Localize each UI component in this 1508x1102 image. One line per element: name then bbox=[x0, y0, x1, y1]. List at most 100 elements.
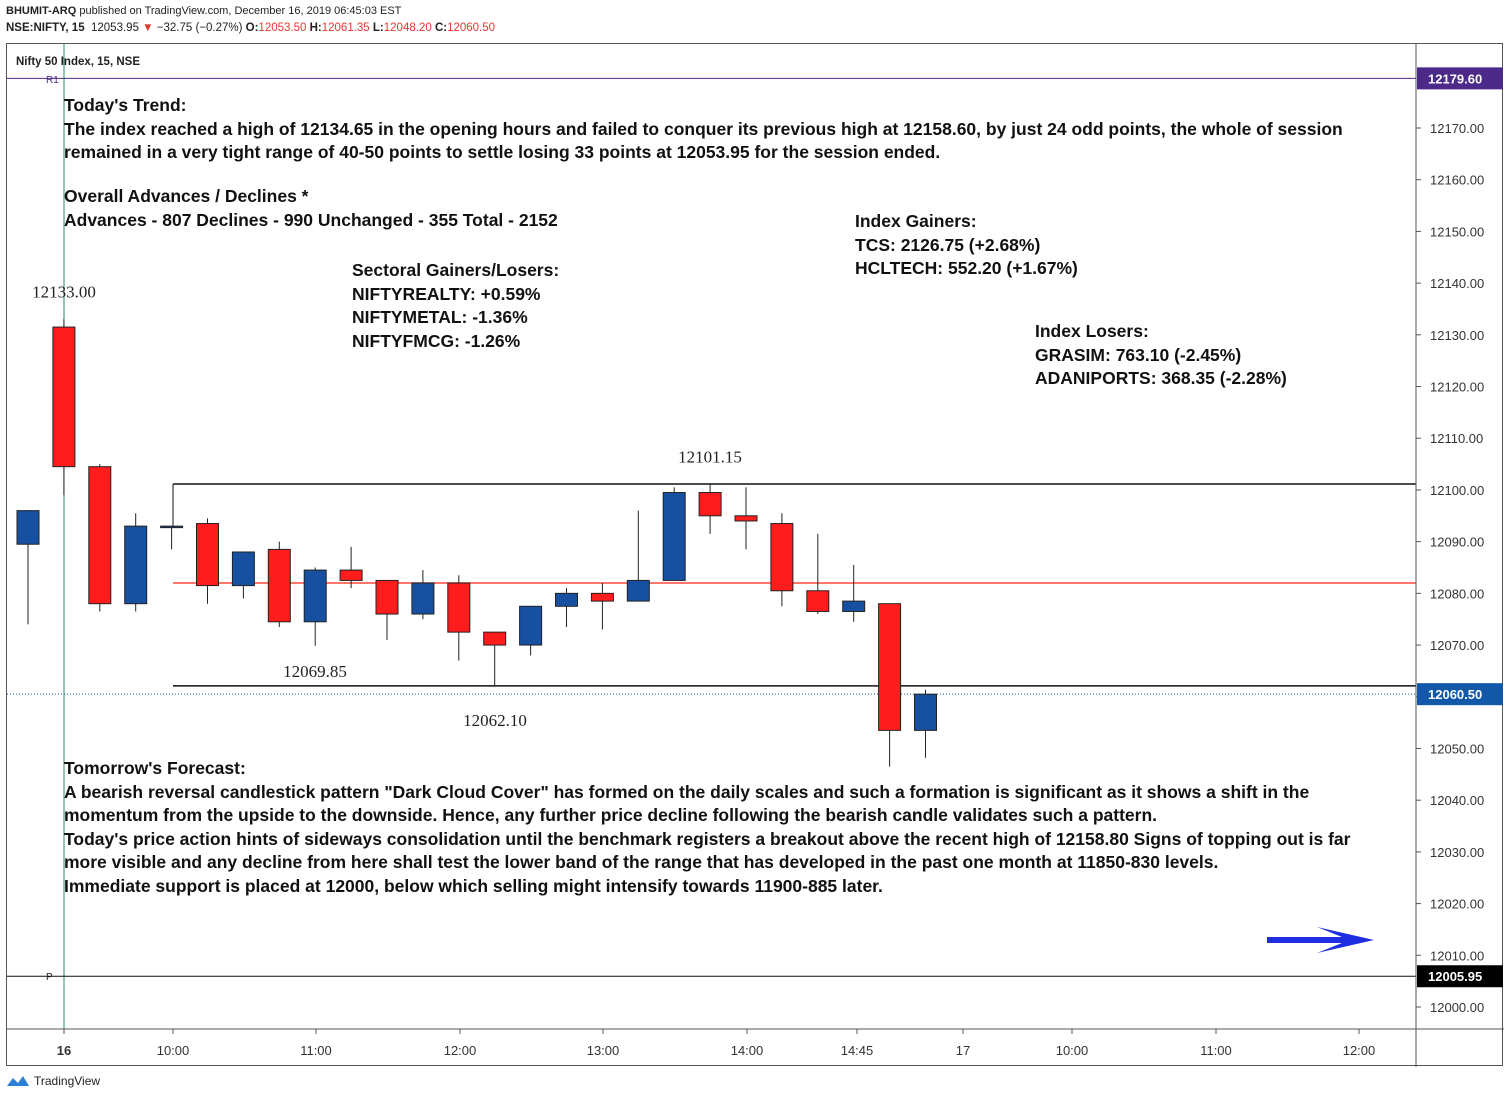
sectoral-title: Sectoral Gainers/Losers: bbox=[352, 260, 560, 280]
candle[interactable] bbox=[411, 570, 435, 620]
candle[interactable] bbox=[555, 588, 578, 627]
last-price-tag bbox=[1417, 683, 1503, 706]
y-tick-label: 12170.00 bbox=[1430, 121, 1484, 136]
candle-body-down bbox=[483, 631, 507, 646]
y-tick-label: 12130.00 bbox=[1430, 328, 1484, 343]
trend-section: Today's Trend: The index reached a high … bbox=[64, 94, 1364, 165]
candle[interactable] bbox=[914, 689, 937, 758]
chart-panel[interactable]: 12133.00 12101.15 12069.85 12062.10 12000.0… bbox=[6, 43, 1504, 1067]
candle[interactable] bbox=[231, 551, 255, 599]
y-tick-label: 12050.00 bbox=[1430, 741, 1484, 756]
candle-body-down bbox=[878, 603, 902, 731]
losers-title: Index Losers: bbox=[1035, 321, 1149, 341]
candle[interactable] bbox=[806, 533, 830, 615]
high-label: H: bbox=[309, 22, 322, 34]
candle[interactable] bbox=[519, 605, 543, 656]
candle[interactable] bbox=[483, 631, 507, 686]
candle[interactable] bbox=[303, 567, 327, 646]
candle[interactable] bbox=[52, 319, 76, 496]
x-tick-label: 17 bbox=[956, 1043, 970, 1058]
candle[interactable] bbox=[447, 575, 471, 661]
y-tick-label: 12160.00 bbox=[1430, 173, 1484, 188]
candle[interactable] bbox=[842, 564, 866, 622]
right-arrow-icon bbox=[1267, 927, 1374, 953]
candle-body-up bbox=[411, 582, 435, 615]
y-tick-label: 12080.00 bbox=[1430, 586, 1484, 601]
gainer-item: HCLTECH: 552.20 (+1.67%) bbox=[855, 258, 1078, 278]
candle[interactable] bbox=[698, 483, 722, 534]
tradingview-logo-icon bbox=[7, 1076, 29, 1086]
forecast-paragraph: A bearish reversal candlestick pattern "… bbox=[64, 781, 1315, 826]
forecast-paragraph: Immediate support is placed at 12000, be… bbox=[64, 875, 883, 896]
candle[interactable] bbox=[160, 525, 184, 550]
y-tick-label: 12120.00 bbox=[1430, 380, 1484, 395]
x-tick-label: 16 bbox=[57, 1043, 71, 1058]
ohlc-header: NSE:NIFTY, 15 12053.95 ▼ −32.75 (−0.27%)… bbox=[6, 22, 495, 34]
candle[interactable] bbox=[196, 518, 219, 604]
candle-body-down bbox=[267, 548, 291, 623]
candle-body-up bbox=[231, 551, 255, 587]
last-price-tag-text: 12060.50 bbox=[1428, 687, 1482, 702]
candle-body-up bbox=[626, 579, 650, 602]
sectoral-section: Sectoral Gainers/Losers: NIFTYREALTY: +0… bbox=[352, 259, 652, 353]
y-tick-label: 12150.00 bbox=[1430, 224, 1484, 239]
forecast-title: Tomorrow's Forecast: bbox=[64, 758, 246, 778]
candle[interactable] bbox=[88, 464, 112, 612]
y-tick-label: 12030.00 bbox=[1430, 845, 1484, 860]
forecast-section: Tomorrow's Forecast: A bearish reversal … bbox=[64, 757, 1374, 898]
candle[interactable] bbox=[626, 510, 650, 602]
candle-body-up bbox=[160, 525, 184, 529]
candle[interactable] bbox=[375, 579, 399, 640]
price-annotation: 12062.10 bbox=[463, 711, 527, 730]
advances-body: Advances - 807 Declines - 990 Unchanged … bbox=[64, 209, 558, 230]
x-tick-label: 12:00 bbox=[1343, 1043, 1376, 1058]
x-tick-label: 11:00 bbox=[300, 1043, 332, 1058]
low-label: L: bbox=[372, 22, 384, 34]
advances-section: Overall Advances / Declines * Advances -… bbox=[64, 185, 764, 232]
pivot-label: P bbox=[46, 972, 53, 983]
losers-section: Index Losers: GRASIM: 763.10 (-2.45%) AD… bbox=[1035, 320, 1365, 391]
y-tick-label: 12020.00 bbox=[1430, 897, 1484, 912]
footer-brand: TradingView bbox=[34, 1074, 101, 1088]
candle[interactable] bbox=[339, 546, 363, 589]
candle-body-up bbox=[519, 605, 543, 646]
candle[interactable] bbox=[662, 487, 686, 581]
y-tick-label: 12070.00 bbox=[1430, 638, 1484, 653]
candle[interactable] bbox=[878, 603, 902, 767]
trend-body: The index reached a high of 12134.65 in … bbox=[64, 118, 1348, 163]
candle-body-down bbox=[375, 579, 399, 615]
p-price-tag-text: 12005.95 bbox=[1428, 969, 1482, 984]
publish-info: BHUMIT-ARQ published on TradingView.com,… bbox=[6, 5, 401, 17]
candle[interactable] bbox=[16, 510, 40, 625]
y-tick-label: 12010.00 bbox=[1430, 948, 1484, 963]
gainer-item: TCS: 2126.75 (+2.68%) bbox=[855, 234, 1041, 255]
candle[interactable] bbox=[734, 487, 758, 550]
last-price-text: 12053.95 bbox=[91, 22, 139, 34]
candle[interactable] bbox=[267, 541, 291, 627]
publish-text: published on TradingView.com, December 1… bbox=[79, 5, 402, 17]
forecast-paragraph: Today's price action hints of sideways c… bbox=[64, 828, 1356, 873]
x-tick-label: 11:00 bbox=[1200, 1043, 1232, 1058]
price-annotation: 12133.00 bbox=[32, 283, 96, 302]
candle-body-down bbox=[734, 515, 758, 522]
candle[interactable] bbox=[590, 583, 614, 630]
candle[interactable] bbox=[770, 513, 794, 607]
tradingview-footer[interactable]: TradingView bbox=[6, 1074, 100, 1088]
candle-body-up bbox=[555, 592, 578, 607]
author-name[interactable]: BHUMIT-ARQ bbox=[6, 5, 77, 17]
p-price-tag bbox=[1417, 965, 1503, 988]
y-tick-label: 12090.00 bbox=[1430, 535, 1484, 550]
y-tick-label: 12140.00 bbox=[1430, 276, 1484, 291]
candle-body-up bbox=[16, 510, 40, 545]
price-annotation: 12069.85 bbox=[283, 662, 347, 681]
r1-price-tag-text: 12179.60 bbox=[1428, 71, 1482, 86]
candle-body-up bbox=[914, 693, 937, 731]
y-tick-label: 12110.00 bbox=[1430, 431, 1483, 446]
open-label: O: bbox=[245, 22, 259, 34]
candlestick-chart[interactable]: 12133.00 12101.15 12069.85 12062.10 12000.0… bbox=[7, 44, 1504, 1067]
series-title: Nifty 50 Index, 15, NSE bbox=[16, 56, 140, 68]
candle[interactable] bbox=[124, 513, 148, 612]
x-tick-label: 14:45 bbox=[841, 1043, 874, 1058]
candle-body-down bbox=[770, 523, 794, 592]
candle-body-up bbox=[662, 492, 686, 581]
